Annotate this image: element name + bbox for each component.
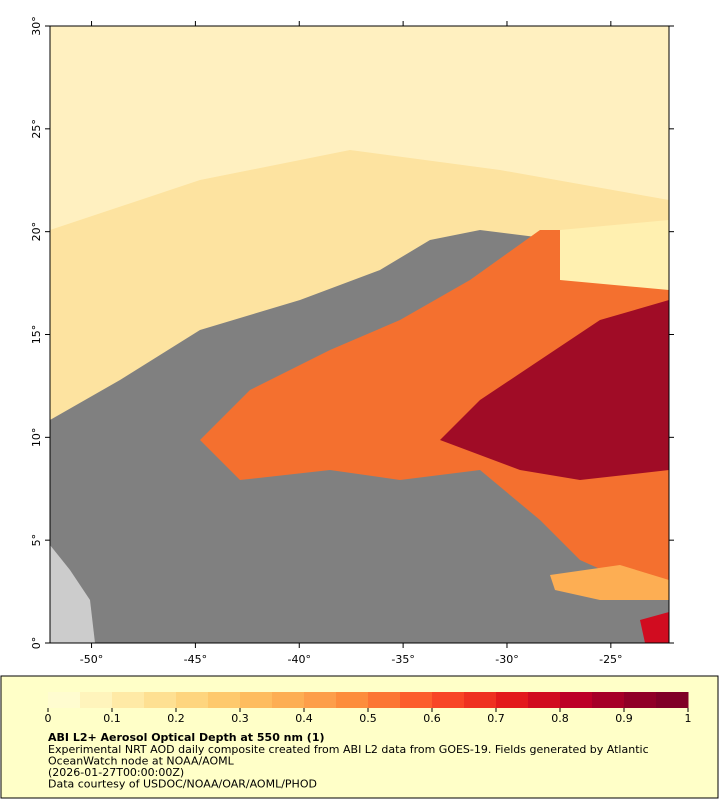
colorbar-tick-label: 0	[45, 712, 52, 725]
y-tick-label: 25°	[30, 119, 43, 139]
colorbar-tick-label: 0.1	[103, 712, 121, 725]
colorbar-tick-label: 0.4	[295, 712, 313, 725]
colorbar-tick-label: 0.9	[615, 712, 633, 725]
colorbar-step	[112, 692, 145, 708]
legend-line: OceanWatch node at NOAA/AOML	[48, 755, 235, 768]
y-tick-label: 15°	[30, 325, 43, 345]
colorbar-step	[624, 692, 657, 708]
colorbar-step	[464, 692, 497, 708]
x-tick-label: -35°	[391, 653, 414, 666]
colorbar-step	[208, 692, 241, 708]
y-tick-label: 20°	[30, 222, 43, 242]
colorbar-step	[400, 692, 433, 708]
colorbar-tick-label: 1	[685, 712, 692, 725]
colorbar-step	[560, 692, 593, 708]
colorbar-tick-label: 0.7	[487, 712, 505, 725]
y-tick-label: 10°	[30, 428, 43, 448]
x-tick-label: -40°	[288, 653, 311, 666]
colorbar-step	[336, 692, 369, 708]
colorbar-step	[496, 692, 529, 708]
colorbar-step	[592, 692, 625, 708]
colorbar-step	[80, 692, 113, 708]
colorbar-step	[272, 692, 305, 708]
orange-patch	[550, 565, 669, 600]
colorbar-tick-label: 0.8	[551, 712, 569, 725]
colorbar-step	[48, 692, 81, 708]
aod-field	[50, 26, 669, 643]
x-tick-label: -30°	[495, 653, 518, 666]
colorbar-step	[176, 692, 209, 708]
y-tick-label: 0°	[30, 637, 43, 650]
pale-region	[560, 220, 669, 290]
colorbar-step	[528, 692, 561, 708]
red-patch	[640, 612, 669, 643]
moderate-aod-region	[200, 230, 669, 600]
high-aod-region	[440, 300, 669, 480]
legend-line: Experimental NRT AOD daily composite cre…	[48, 743, 649, 756]
land	[50, 545, 95, 643]
colorbar-tick-label: 0.5	[359, 712, 377, 725]
colorbar-step	[144, 692, 177, 708]
legend-line: Data courtesy of USDOC/NOAA/OAR/AOML/PHO…	[48, 778, 317, 791]
colorbar-step	[368, 692, 401, 708]
x-tick-label: -50°	[80, 653, 103, 666]
colorbar-step	[432, 692, 465, 708]
colorbar-step	[304, 692, 337, 708]
very-low-aod-region	[50, 26, 669, 230]
y-tick-label: 5°	[30, 534, 43, 547]
colorbar-step	[240, 692, 273, 708]
colorbar-tick-label: 0.2	[167, 712, 185, 725]
colorbar-tick-label: 0.6	[423, 712, 441, 725]
colorbar-tick-label: 0.3	[231, 712, 249, 725]
x-tick-label: -25°	[599, 653, 622, 666]
legend-title: ABI L2+ Aerosol Optical Depth at 550 nm …	[48, 731, 325, 744]
x-tick-label: -45°	[184, 653, 207, 666]
colorbar-step	[656, 692, 689, 708]
legend-line: (2026-01-27T00:00:00Z)	[48, 766, 184, 779]
y-tick-label: 30°	[30, 16, 43, 36]
